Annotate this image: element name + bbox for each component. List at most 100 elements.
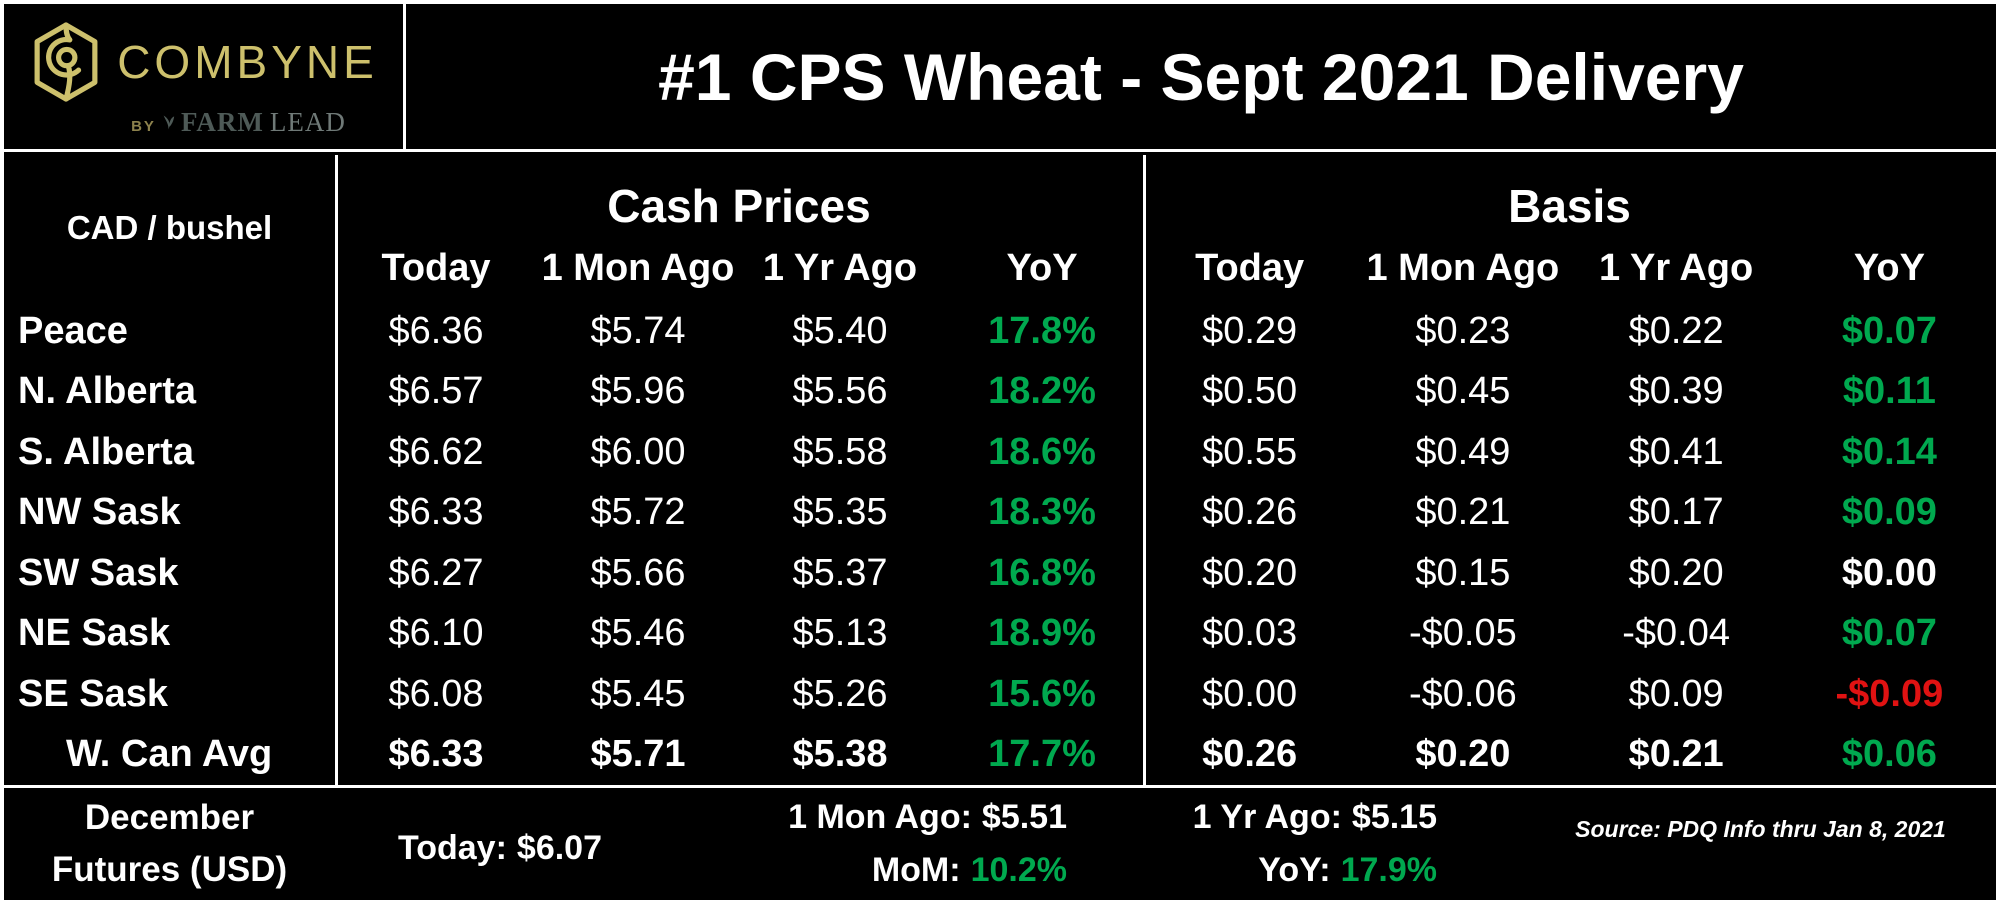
basis-col-header-1mon: 1 Mon Ago — [1366, 246, 1560, 289]
cash-1yr: $5.35 — [792, 491, 888, 534]
source-text: Source: PDQ Info thru Jan 8, 2021 — [1575, 816, 1946, 842]
source-note: Source: PDQ Info thru Jan 8, 2021 — [1445, 788, 1996, 900]
cash-today: $6.27 — [388, 551, 484, 594]
basis-1mon: -$0.05 — [1409, 612, 1517, 655]
vertical-divider-cash-basis — [1143, 155, 1146, 788]
basis-1yr: $0.21 — [1628, 733, 1724, 776]
basis-yoy: $0.00 — [1841, 551, 1937, 594]
basis-1mon: $0.21 — [1415, 491, 1511, 534]
basis-today: $0.26 — [1202, 491, 1298, 534]
basis-1yr: $0.17 — [1628, 491, 1724, 534]
cash-1mon: $6.00 — [590, 430, 686, 473]
cash-1mon: $5.96 — [590, 370, 686, 413]
cash-1yr: $5.26 — [792, 672, 888, 715]
table-header: CAD / bushel Cash Prices Basis Today 1 M… — [4, 155, 1996, 301]
section-title-basis: Basis — [1508, 180, 1631, 232]
cash-1yr: $5.40 — [792, 309, 888, 352]
page-title: #1 CPS Wheat - Sept 2021 Delivery — [658, 39, 1744, 114]
cash-yoy: 17.7% — [988, 733, 1096, 776]
region-label: N. Alberta — [18, 370, 197, 413]
basis-today: $0.20 — [1202, 551, 1298, 594]
cash-1mon: $5.74 — [590, 309, 686, 352]
cash-col-header-yoy: YoY — [1006, 246, 1078, 289]
cash-yoy: 18.2% — [988, 370, 1096, 413]
cash-1mon: $5.72 — [590, 491, 686, 534]
basis-1mon: $0.49 — [1415, 430, 1511, 473]
region-label: S. Alberta — [18, 430, 194, 473]
cash-yoy: 18.9% — [988, 612, 1096, 655]
futures-mom-value: 10.2% — [970, 851, 1067, 889]
cash-col-header-today: Today — [381, 246, 491, 289]
cash-today: $6.62 — [388, 430, 484, 473]
basis-1mon: -$0.06 — [1409, 672, 1517, 715]
horizontal-divider-footer — [4, 785, 1996, 788]
basis-yoy: $0.11 — [1842, 370, 1936, 413]
futures-1mon-value: $5.51 — [981, 798, 1067, 836]
basis-yoy: $0.14 — [1841, 430, 1937, 473]
futures-1yr-label: 1 Yr Ago: — [1192, 798, 1342, 836]
basis-today: $0.26 — [1202, 733, 1298, 776]
futures-title-line2: Futures (USD) — [51, 850, 288, 889]
basis-1yr: $0.22 — [1628, 309, 1724, 352]
cash-1yr: $5.37 — [792, 551, 888, 594]
region-label: Peace — [18, 309, 128, 352]
section-title-cash-prices: Cash Prices — [607, 180, 871, 232]
cash-yoy: 15.6% — [988, 672, 1096, 715]
region-label: W. Can Avg — [66, 733, 273, 776]
basis-today: $0.55 — [1202, 430, 1298, 473]
futures-1yr-value: $5.15 — [1351, 798, 1437, 836]
region-label: NE Sask — [18, 612, 171, 655]
basis-yoy: $0.07 — [1841, 309, 1937, 352]
futures-title: December Futures (USD) — [4, 788, 335, 900]
basis-yoy: -$0.09 — [1835, 672, 1944, 715]
basis-today: $0.50 — [1202, 370, 1298, 413]
basis-1yr: $0.20 — [1628, 551, 1724, 594]
futures-today: Today: $6.07 — [335, 788, 665, 900]
vertical-divider-labels-cash — [335, 155, 338, 788]
cash-today: $6.10 — [388, 612, 484, 655]
cash-today: $6.08 — [388, 672, 484, 715]
header: COMBYNE BY FARM LEAD #1 CPS Wheat - Sept … — [4, 4, 1996, 152]
cash-col-header-1yr: 1 Yr Ago — [762, 246, 918, 289]
futures-today-label: Today: — [397, 828, 507, 867]
basis-1mon: $0.45 — [1415, 370, 1511, 413]
cash-yoy: 17.8% — [988, 309, 1096, 352]
region-label: SE Sask — [18, 672, 168, 715]
futures-title-line1: December — [84, 798, 255, 837]
cash-yoy: 18.3% — [988, 491, 1096, 534]
basis-today: $0.29 — [1202, 309, 1298, 352]
cash-yoy: 18.6% — [988, 430, 1096, 473]
basis-1yr: $0.39 — [1628, 370, 1724, 413]
unit-label: CAD / bushel — [66, 209, 273, 246]
region-label: NW Sask — [18, 491, 181, 534]
futures-month-block: 1 Mon Ago: $5.51 MoM: 10.2% — [665, 788, 1075, 900]
cash-1yr: $5.58 — [792, 430, 888, 473]
basis-col-header-today: Today — [1195, 246, 1305, 289]
basis-1mon: $0.20 — [1415, 733, 1511, 776]
region-label: SW Sask — [18, 551, 179, 594]
futures-yoy-value: 17.9% — [1340, 851, 1437, 889]
basis-today: $0.00 — [1202, 672, 1298, 715]
sub-brand-farm: FARM — [180, 107, 264, 137]
cash-1yr: $5.56 — [792, 370, 888, 413]
futures-year-block: 1 Yr Ago: $5.15 YoY: 17.9% — [1075, 788, 1445, 900]
futures-1mon-label: 1 Mon Ago: — [788, 798, 972, 836]
futures-footer: December Futures (USD) Today: $6.07 1 Mon… — [4, 788, 1996, 900]
basis-col-header-1yr: 1 Yr Ago — [1599, 246, 1754, 289]
brand-name: COMBYNE — [117, 36, 378, 88]
basis-1yr: $0.41 — [1628, 430, 1724, 473]
logo-row: COMBYNE — [29, 21, 378, 103]
basis-col-header-yoy: YoY — [1853, 246, 1925, 289]
cash-col-header-1mon: 1 Mon Ago — [541, 246, 735, 289]
cash-1mon: $5.45 — [590, 672, 686, 715]
combyne-logo: COMBYNE BY FARM LEAD — [4, 4, 406, 149]
table-body: Peace $6.36 $5.74 $5.40 17.8% $0.29 $0.2… — [4, 301, 1996, 785]
cash-today: $6.33 — [388, 733, 484, 776]
basis-today: $0.03 — [1202, 612, 1298, 655]
by-label: BY — [131, 118, 156, 135]
sub-brand-lead: LEAD — [269, 107, 346, 137]
sub-brand: BY FARM LEAD — [131, 107, 346, 138]
combyne-hexagon-icon — [34, 22, 98, 102]
basis-1mon: $0.23 — [1415, 309, 1511, 352]
